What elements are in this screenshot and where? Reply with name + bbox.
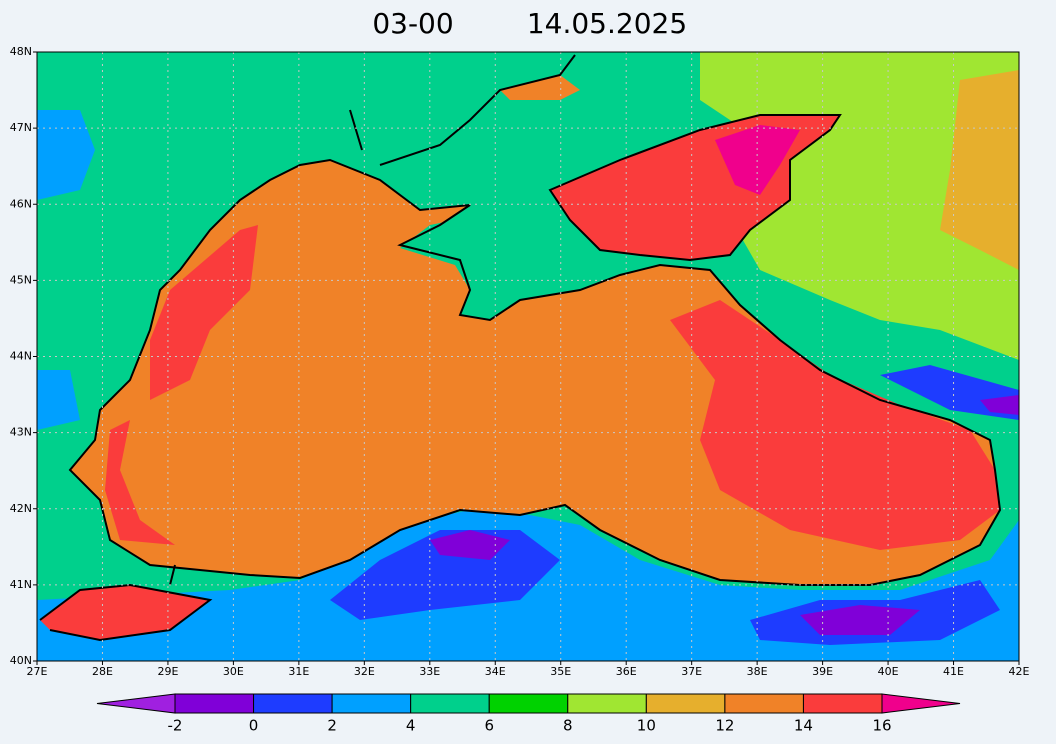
lagoon — [500, 75, 580, 100]
colorbar-arrow-low — [96, 693, 176, 714]
lat-label: 45N — [10, 273, 32, 286]
colorbar-swatch — [331, 693, 412, 714]
title-time: 03-00 — [372, 7, 453, 40]
map-frame — [36, 51, 1020, 662]
map — [37, 52, 1019, 661]
colorbar-label: 2 — [327, 717, 337, 735]
lon-label: 32E — [354, 665, 375, 678]
lon-label: 31E — [288, 665, 309, 678]
lon-label: 36E — [616, 665, 637, 678]
colorbar-label: 16 — [872, 717, 891, 735]
title-date: 14.05.2025 — [527, 7, 687, 40]
lon-label: 37E — [681, 665, 702, 678]
lon-label: 29E — [157, 665, 178, 678]
lat-label: 44N — [10, 350, 32, 363]
colorbar: -2 0 2 4 6 8 10 12 14 16 — [96, 693, 961, 735]
colorbar-swatch — [645, 693, 726, 714]
colorbar-label: 6 — [484, 717, 494, 735]
colorbar-swatch — [567, 693, 647, 714]
lat-label: 48N — [10, 45, 32, 58]
colorbar-label: 10 — [637, 717, 656, 735]
coastline — [39, 54, 1002, 642]
lon-label: 27E — [27, 665, 48, 678]
lat-label: 47N — [10, 121, 32, 134]
lon-label: 38E — [747, 665, 768, 678]
colorbar-swatch — [410, 693, 490, 714]
lon-label: 35E — [550, 665, 571, 678]
lat-label: 43N — [10, 426, 32, 439]
colorbar-swatch — [802, 693, 883, 714]
lat-label: 46N — [10, 197, 32, 210]
crimea — [400, 215, 590, 320]
lat-label: 42N — [10, 502, 32, 515]
colorbar-label: 14 — [794, 717, 813, 735]
lon-label: 28E — [92, 665, 113, 678]
lon-label: 33E — [419, 665, 440, 678]
lon-label: 40E — [878, 665, 899, 678]
lat-label: 40N — [10, 654, 32, 667]
colorbar-swatch — [253, 693, 333, 714]
colorbar-label: 4 — [406, 717, 416, 735]
colorbar-swatch — [724, 693, 804, 714]
warm-land — [940, 70, 1019, 270]
colorbar-swatch — [488, 693, 569, 714]
lon-label: 30E — [223, 665, 244, 678]
lon-label: 41E — [943, 665, 964, 678]
warm-sea — [105, 225, 1000, 550]
lon-label: 34E — [485, 665, 506, 678]
lon-label: 39E — [812, 665, 833, 678]
cool-land — [37, 110, 95, 430]
cold-land — [330, 365, 1019, 645]
colorbar-label: -2 — [168, 717, 183, 735]
colorbar-label: 12 — [715, 717, 734, 735]
lat-label: 41N — [10, 578, 32, 591]
lon-label: 42E — [1009, 665, 1030, 678]
colorbar-arrow-high — [881, 693, 961, 714]
colorbar-label: 8 — [563, 717, 573, 735]
colorbar-label: 0 — [249, 717, 259, 735]
colorbar-swatch — [174, 693, 255, 714]
